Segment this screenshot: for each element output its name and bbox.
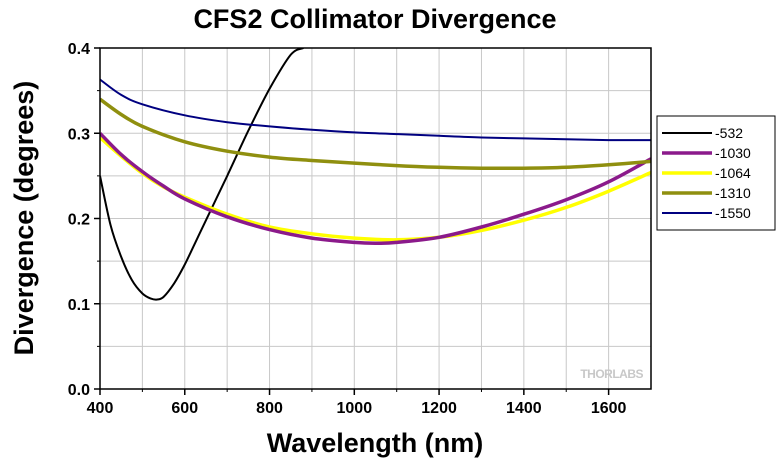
x-tick-label: 1200 bbox=[421, 400, 457, 417]
y-tick-label: 0.3 bbox=[68, 126, 90, 143]
grid bbox=[100, 48, 651, 389]
legend: -532 -1030 -1064 -1310 -1550 bbox=[656, 115, 776, 231]
legend-label: -1030 bbox=[715, 145, 751, 161]
series-line-1550 bbox=[100, 78, 651, 142]
y-axis-label: Divergence (degrees) bbox=[9, 81, 39, 356]
legend-label: -1550 bbox=[715, 205, 751, 221]
y-tick-label: 0.0 bbox=[68, 382, 90, 399]
chart-title: CFS2 Collimator Divergence bbox=[193, 4, 556, 34]
y-tick-label: 0.2 bbox=[68, 212, 90, 229]
x-tick-label: 400 bbox=[87, 400, 114, 417]
x-tick-label: 600 bbox=[171, 400, 198, 417]
x-tick-label: 1000 bbox=[337, 400, 373, 417]
x-axis-label: Wavelength (nm) bbox=[267, 428, 484, 458]
thorlabs-watermark: THORLABS bbox=[580, 367, 643, 381]
series-layer bbox=[100, 48, 651, 301]
series-line-1064 bbox=[100, 136, 651, 242]
series-line-1030 bbox=[100, 132, 651, 245]
x-tick-label: 1600 bbox=[591, 400, 627, 417]
ticks: 400 600 800 1000 1200 1400 1600 0.0 0.1 0.2 0.3 0.4 bbox=[68, 41, 627, 417]
x-tick-label: 800 bbox=[256, 400, 283, 417]
y-tick-label: 0.4 bbox=[68, 41, 90, 58]
y-tick-label: 0.1 bbox=[68, 297, 90, 314]
legend-label: -1064 bbox=[715, 165, 751, 181]
series-line-532 bbox=[100, 48, 304, 301]
series-line-1310 bbox=[100, 97, 651, 171]
x-tick-label: 1400 bbox=[506, 400, 542, 417]
legend-label: -1310 bbox=[715, 185, 751, 201]
legend-label: -532 bbox=[715, 125, 743, 141]
